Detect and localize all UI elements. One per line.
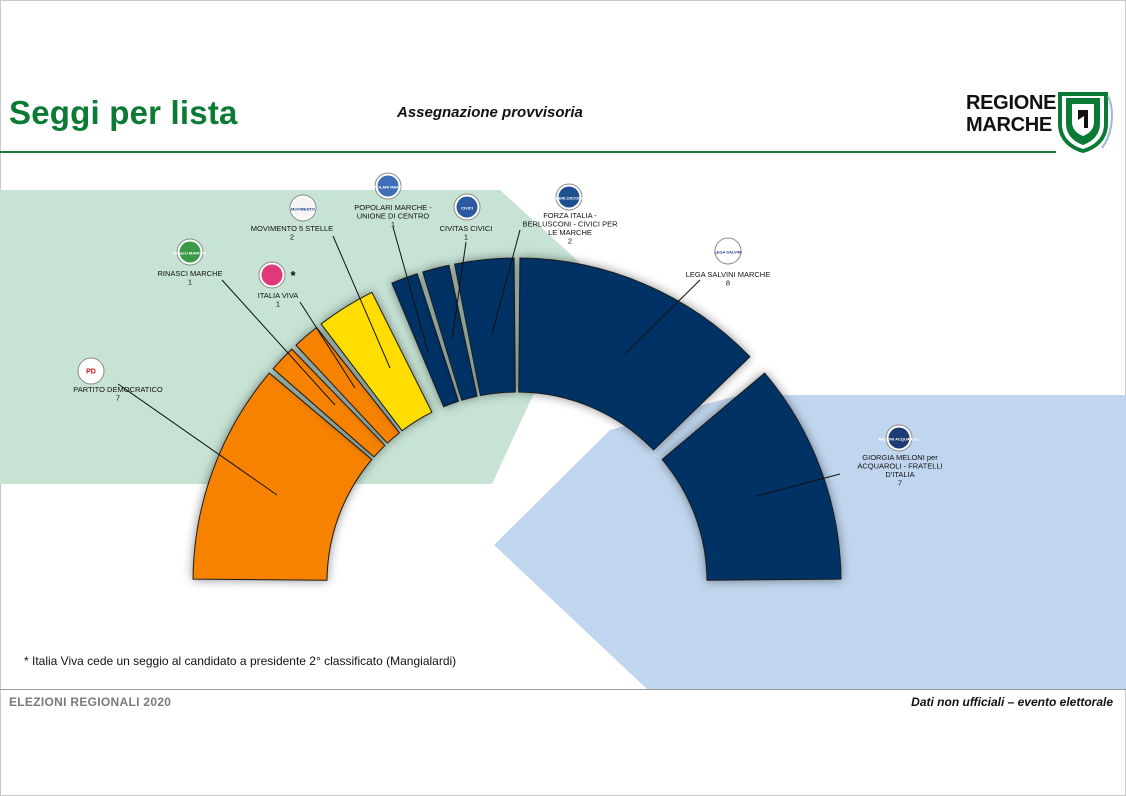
pd-logo-icon-text: PD [86, 369, 96, 376]
page-subtitle: Assegnazione provvisoria [397, 104, 583, 121]
party-label-civitas-civici: CIVITAS CIVICI 1 [440, 224, 493, 242]
popolari-marche-logo-icon: POPOLARI MARCHE [368, 172, 408, 200]
seat-segment-forza-italia-berlusconi-civici-per-le-marche [454, 257, 516, 397]
party-logos: PD Rinasci MARCHE * MoVIMENTO POPOLARI MARCH… [77, 172, 920, 452]
party-label-partito-democratico: PARTITO DEMOCRATICO 7 [73, 385, 163, 403]
leader-line-giorgia-meloni-per-acquaroli-fratelli-d-italia [756, 473, 841, 497]
footer-divider [0, 689, 1126, 690]
footer-right-text: Dati non ufficiali – evento elettorale [911, 695, 1113, 709]
civitas-civici-logo-icon-text: CIVICI [461, 206, 473, 211]
party-labels: PARTITO DEMOCRATICO 7 RINASCI MARCHE 1 ITALI… [73, 203, 942, 488]
regione-marche-logo: REGIONE MARCHE [966, 88, 1113, 154]
header-divider [0, 151, 1056, 153]
forza-italia-logo-icon: BERLUSCONI [555, 183, 583, 211]
centre-left-background-band [0, 190, 590, 484]
leader-line-popolari-marche-unione-di-centro [392, 226, 429, 353]
lega-logo-icon-text: LEGA SALVINI [714, 250, 742, 255]
leader-line-movimento-5-stelle [332, 235, 391, 369]
seat-segment-lega-salvini-marche [518, 257, 751, 451]
seat-segment-movimento-5-stelle [320, 291, 433, 432]
leader-line-rinasci-marche [221, 279, 336, 406]
party-label-popolari-marche-unione-di-centro: POPOLARI MARCHE -UNIONE DI CENTRO 1 [354, 203, 432, 229]
seat-segments [192, 257, 842, 581]
civitas-civici-logo-icon: CIVICI [453, 193, 481, 221]
seat-segment-rinasci-marche [272, 348, 386, 458]
leader-lines [117, 226, 841, 497]
seat-segment-partito-democratico [192, 372, 373, 581]
page-title: Seggi per lista [9, 94, 238, 131]
italia-viva-asterisk: * [290, 268, 296, 283]
leader-line-civitas-civici [451, 241, 467, 341]
logo-text-line2: MARCHE [966, 114, 1052, 136]
m5s-logo-icon: MoVIMENTO [289, 194, 317, 222]
seat-segment-civitas-civici [422, 264, 478, 401]
leader-line-lega-salvini-marche [624, 279, 701, 355]
popolari-marche-logo-icon-text: POPOLARI MARCHE [368, 185, 408, 190]
forza-italia-logo-icon-text: BERLUSCONI [556, 196, 582, 201]
party-label-forza-italia-berlusconi-civici-per-le-marche: FORZA ITALIA -BERLUSCONI - CIVICI PER LE … [522, 211, 618, 246]
party-label-movimento-5-stelle: MOVIMENTO 5 STELLE 2 [251, 224, 333, 242]
logo-text-line1: REGIONE [966, 92, 1057, 114]
fdi-logo-icon-text: MELONI ACQUAROLI [879, 437, 920, 442]
party-label-italia-viva: ITALIA VIVA 1 [258, 291, 299, 309]
seat-segment-giorgia-meloni-per-acquaroli-fratelli-d-italia [661, 372, 842, 581]
party-label-giorgia-meloni-per-acquaroli-fratelli-d-italia: GIORGIA MELONI per ACQUAROLI - FRATELLI D'… [857, 453, 942, 488]
rinasci-marche-logo-icon-text: Rinasci MARCHE [174, 251, 207, 256]
logo-text: REGIONE MARCHE [966, 92, 1056, 136]
seat-segment-italia-viva [295, 326, 401, 444]
pd-logo-icon: PD [77, 357, 105, 385]
m5s-logo-icon-text: MoVIMENTO [291, 207, 315, 212]
fdi-logo-icon: MELONI ACQUAROLI [879, 424, 920, 452]
footnote: * Italia Viva cede un seggio al candidat… [24, 654, 457, 668]
leader-line-forza-italia-berlusconi-civici-per-le-marche [491, 229, 521, 335]
party-label-lega-salvini-marche: LEGA SALVINI MARCHE 8 [686, 270, 770, 288]
italia-viva-logo-icon [258, 261, 286, 289]
party-label-rinasci-marche: RINASCI MARCHE 1 [157, 269, 222, 287]
footer-left-text: ELEZIONI REGIONALI 2020 [9, 695, 172, 709]
regione-marche-shield-icon [1058, 92, 1113, 154]
leader-line-partito-democratico [117, 383, 278, 496]
rinasci-marche-logo-icon: Rinasci MARCHE [174, 238, 207, 266]
leader-line-italia-viva [299, 301, 356, 389]
lega-logo-icon: LEGA SALVINI [714, 237, 742, 265]
